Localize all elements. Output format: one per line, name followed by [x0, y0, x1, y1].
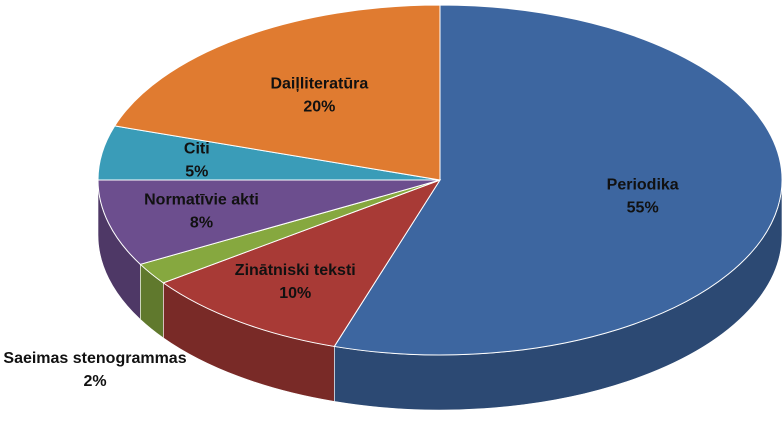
- slice-value: 10%: [279, 285, 311, 302]
- slice-label: Daiļliteratūra: [270, 75, 368, 92]
- slice: [97, 179, 441, 265]
- slice-value: 8%: [190, 215, 213, 232]
- slice: [113, 4, 441, 181]
- slice-label: Normatīvie akti: [144, 192, 259, 209]
- slice-label: Saeimas stenogrammas: [3, 350, 186, 367]
- slice: [333, 4, 782, 356]
- slice-value: 20%: [303, 98, 335, 115]
- slice-value: 5%: [185, 164, 208, 181]
- slice-label: Periodika: [607, 177, 679, 194]
- slice-label: Zinātniski teksti: [235, 262, 356, 279]
- slice-label: Citi: [184, 141, 210, 158]
- slice: [162, 179, 442, 347]
- slice-value: 2%: [83, 373, 106, 390]
- slice-value: 55%: [627, 200, 659, 217]
